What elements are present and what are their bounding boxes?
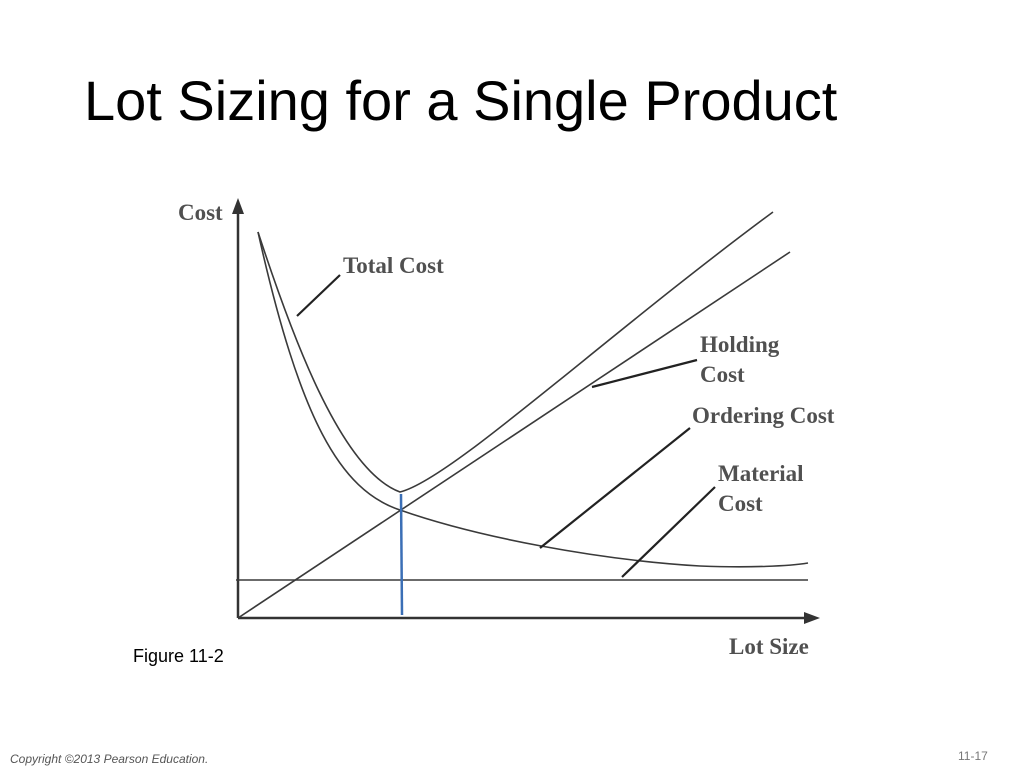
optimal-lot-size-line bbox=[399, 493, 404, 616]
material-cost-label: Material bbox=[718, 461, 804, 486]
leader-line bbox=[591, 358, 698, 389]
slide-title: Lot Sizing for a Single Product bbox=[84, 69, 838, 132]
holding-cost-label: Holding bbox=[700, 332, 780, 357]
material-cost-label: Cost bbox=[718, 491, 763, 516]
x-axis-label: Lot Size bbox=[729, 634, 809, 659]
leader-line bbox=[539, 427, 691, 549]
y-axis-label: Cost bbox=[178, 200, 223, 225]
slide-number: 11-17 bbox=[958, 749, 988, 763]
x-axis-arrow bbox=[804, 612, 820, 624]
figure-caption: Figure 11-2 bbox=[133, 646, 224, 666]
copyright: Copyright ©2013 Pearson Education. bbox=[10, 752, 208, 766]
holding-cost-label: Cost bbox=[700, 362, 745, 387]
leader-line bbox=[621, 486, 716, 578]
leader-line bbox=[296, 274, 341, 317]
total-cost-curve bbox=[257, 211, 774, 493]
y-axis-arrow bbox=[232, 198, 244, 214]
diagram: Cost Lot Size Total Cost Holding Cost Or… bbox=[178, 198, 835, 659]
total-cost-label: Total Cost bbox=[343, 253, 444, 278]
ordering-cost-label: Ordering Cost bbox=[692, 403, 835, 428]
holding-cost-line bbox=[237, 251, 791, 619]
ordering-cost-curve bbox=[257, 231, 809, 568]
